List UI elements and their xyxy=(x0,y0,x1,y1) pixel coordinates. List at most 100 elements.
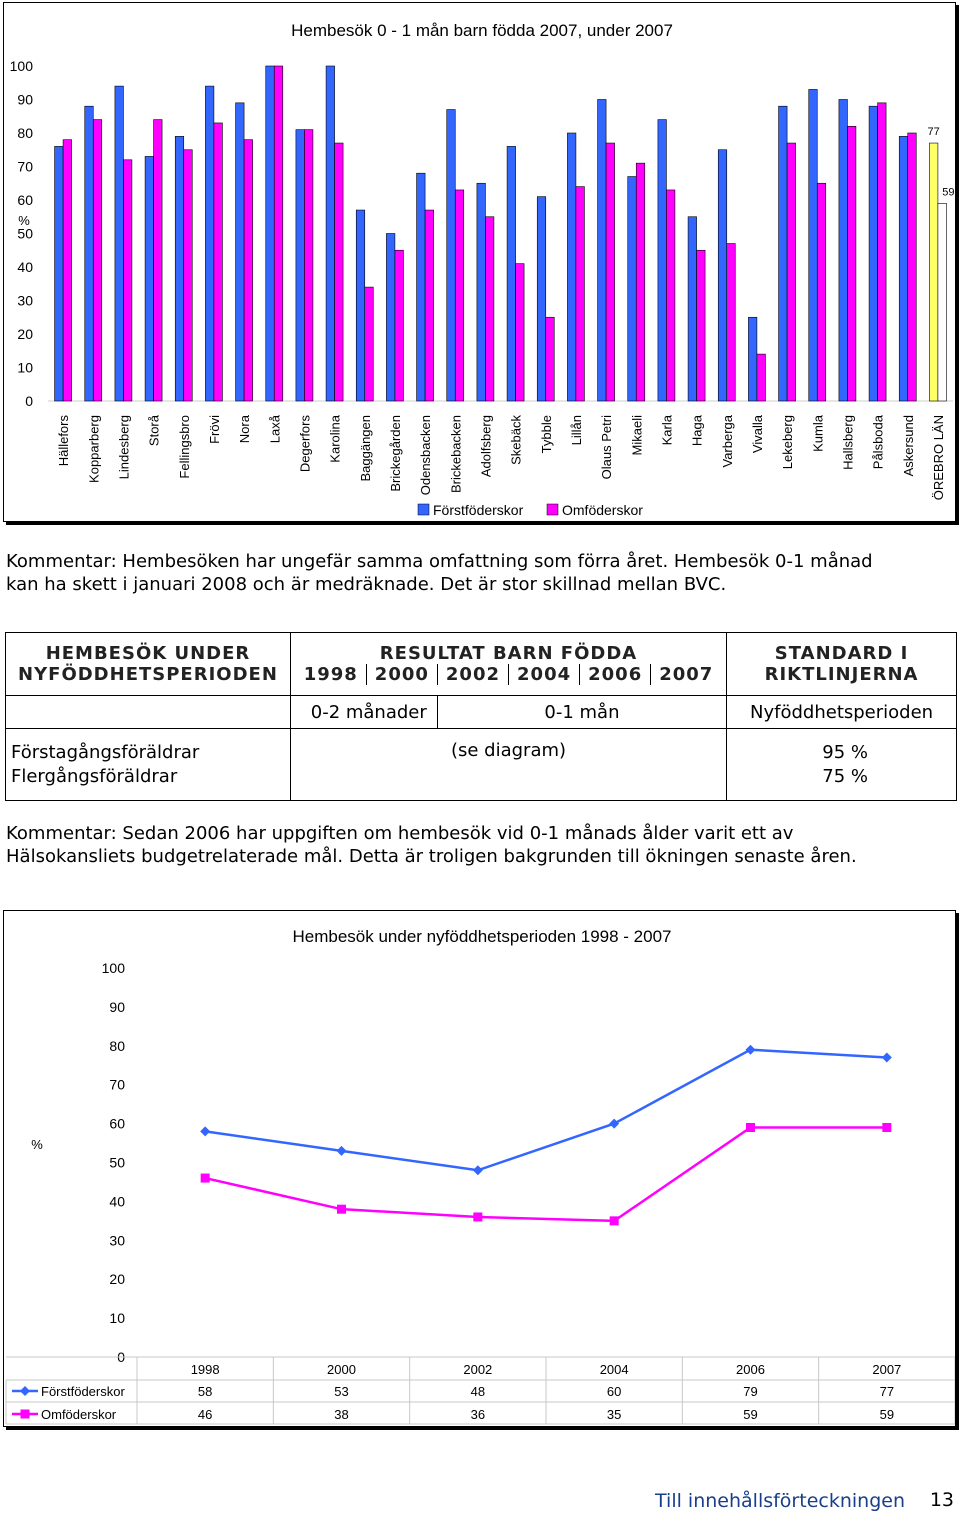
bar xyxy=(273,65,284,402)
bar-y-tick-label: 30 xyxy=(17,293,33,309)
bar-y-tick-label: 10 xyxy=(17,360,33,376)
line-table-value: 48 xyxy=(471,1384,485,1399)
standard-table: HEMBESÖK UNDER NYFÖDDHETSPERIODEN RESULT… xyxy=(5,632,957,801)
line-point xyxy=(881,1052,892,1063)
bar-category-label: Fellingsbro xyxy=(177,415,192,479)
bar-category-label: Karolina xyxy=(328,414,343,462)
comment-1-line-2: kan ha skett i januari 2008 och är medrä… xyxy=(6,574,727,595)
bar xyxy=(515,263,525,402)
bar-category-label: Pålsboda xyxy=(871,414,886,469)
line-point xyxy=(609,1216,619,1226)
table-sub-0-1: 0-1 mån xyxy=(436,695,728,729)
bar xyxy=(355,209,366,402)
toc-link[interactable]: Till innehållsförteckningen xyxy=(655,1490,905,1512)
table-row-label-multi: Flergångsföräldrar xyxy=(11,765,178,787)
table-header-years: 1998 2000 2002 2004 2006 2007 xyxy=(292,664,725,685)
line-point xyxy=(336,1145,347,1156)
bar-category-label: Odensbacken xyxy=(418,415,433,495)
bar xyxy=(416,172,426,402)
bar xyxy=(635,162,646,402)
line-point xyxy=(746,1122,755,1132)
table-row-label-first: Förstagångsföräldrar xyxy=(11,741,200,763)
comment-1-line-1: Kommentar: Hembesöken har ungefär samma … xyxy=(6,551,873,572)
line-chart-ylabel: % xyxy=(31,1137,43,1152)
comment-2: Kommentar: Sedan 2006 har uppgiften om h… xyxy=(6,822,857,868)
bar-category-label: Haga xyxy=(690,414,705,446)
bar xyxy=(153,119,163,402)
bar-category-label: Adolfsberg xyxy=(478,415,493,477)
bar xyxy=(907,132,917,402)
line-legend-marker xyxy=(20,1386,30,1396)
bar xyxy=(786,142,796,402)
line-x-category-label: 2006 xyxy=(736,1362,765,1377)
bar-category-label: Degerfors xyxy=(297,415,312,473)
bar xyxy=(476,182,486,402)
bar xyxy=(304,129,314,402)
table-header-visits-line-1: HEMBESÖK UNDER xyxy=(45,643,251,664)
bar xyxy=(506,146,516,402)
line-x-category-label: 2004 xyxy=(600,1362,629,1377)
bar xyxy=(446,109,456,402)
bar xyxy=(717,149,728,402)
bar xyxy=(567,132,577,402)
bar xyxy=(778,105,788,402)
bar xyxy=(666,189,676,402)
bar-category-label: Lillån xyxy=(569,415,584,445)
table-result-note: (se diagram) xyxy=(289,728,728,801)
bar xyxy=(687,216,697,402)
bar-category-label: Skebäck xyxy=(509,415,524,465)
bar-chart-ylabel: % xyxy=(18,213,30,228)
page-number: 13 xyxy=(929,1489,954,1511)
table-header-standard: STANDARD I RIKTLINJERNA xyxy=(726,632,957,696)
bar xyxy=(235,102,245,402)
table-header-visits: HEMBESÖK UNDER NYFÖDDHETSPERIODEN xyxy=(5,632,291,696)
bar xyxy=(838,99,848,402)
line-series-forstfoderskor xyxy=(204,1048,887,1172)
bar xyxy=(295,129,305,402)
line-y-tick-label: 40 xyxy=(109,1193,125,1209)
bar-category-label: Kumla xyxy=(810,414,825,452)
legend-swatch-forstfoderskor xyxy=(417,503,430,516)
bar xyxy=(265,65,275,402)
table-year: 2007 xyxy=(650,664,721,685)
bar-y-tick-label: 40 xyxy=(17,259,33,275)
bar-category-label: Mikaeli xyxy=(629,415,644,456)
line-y-tick-label: 100 xyxy=(102,960,126,976)
bar xyxy=(325,65,335,402)
bar xyxy=(205,85,215,402)
bar xyxy=(213,122,223,402)
line-chart-title: Hembesök under nyföddhetsperioden 1998 -… xyxy=(293,927,672,946)
table-year: 1998 xyxy=(303,664,358,685)
table-year: 2000 xyxy=(365,664,437,685)
line-chart-container: Hembesök under nyföddhetsperioden 1998 -… xyxy=(3,910,956,1427)
bar xyxy=(748,316,758,402)
bar-data-label: 59 xyxy=(942,186,954,198)
table-header-results: RESULTAT BARN FÖDDA 1998 2000 2002 2004 2006… xyxy=(289,632,728,696)
table-header-results-title: RESULTAT BARN FÖDDA xyxy=(379,643,638,664)
bar-category-label: Kopparberg xyxy=(86,415,101,483)
line-table-value: 46 xyxy=(198,1407,212,1422)
bar-category-label: Vivalla xyxy=(750,414,765,453)
table-header-standard-line-2: RIKTLINJERNA xyxy=(764,664,919,685)
bar xyxy=(183,149,193,402)
line-table-value: 59 xyxy=(743,1407,757,1422)
bar xyxy=(756,353,766,402)
bar xyxy=(597,99,607,402)
line-table-value: 77 xyxy=(880,1384,894,1399)
bar xyxy=(334,142,344,402)
line-point xyxy=(472,1165,483,1176)
line-y-tick-label: 20 xyxy=(109,1271,125,1287)
line-point xyxy=(337,1204,346,1214)
bar xyxy=(726,243,736,402)
bar-category-label: Lindesberg xyxy=(116,415,131,479)
bar-category-label: Brickegården xyxy=(388,415,403,492)
table-year: 2002 xyxy=(436,664,508,685)
bar-category-label: Storå xyxy=(147,414,162,446)
bar xyxy=(545,316,555,402)
bar-county-total xyxy=(937,203,947,402)
bar xyxy=(144,156,154,402)
line-legend-label: Förstföderskor xyxy=(41,1384,125,1399)
bar-y-tick-label: 20 xyxy=(17,326,33,342)
bar-category-label: Lekeberg xyxy=(780,415,795,469)
bar xyxy=(84,105,94,402)
